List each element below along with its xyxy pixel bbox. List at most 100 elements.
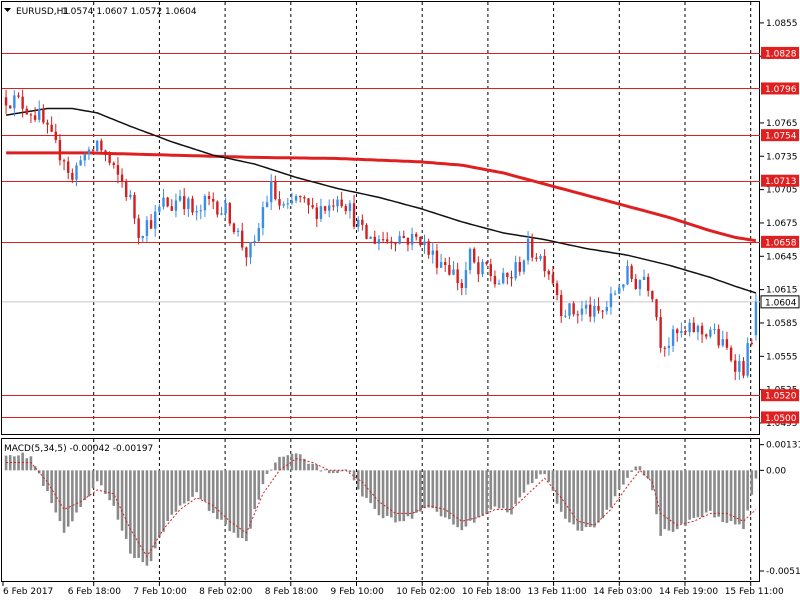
macd-histogram-bar (746, 470, 749, 511)
current-price-label: 1.0604 (765, 298, 797, 308)
candle-bear (518, 262, 521, 272)
macd-histogram-bar (493, 470, 497, 507)
candle-bear (510, 277, 513, 279)
macd-histogram-bar (294, 453, 298, 471)
macd-histogram-bar (692, 470, 696, 518)
macd-histogram-bar (290, 453, 294, 471)
symbol-label: EURUSD,H1 (16, 7, 69, 17)
macd-tick-label: 0.00 (766, 466, 786, 476)
candle-bear (216, 201, 219, 215)
macd-histogram-bar (700, 470, 704, 518)
macd-histogram-bar (348, 470, 352, 473)
candle-bear (112, 162, 115, 166)
macd-histogram-bar (593, 470, 596, 528)
level-price-label: 1.0500 (765, 414, 797, 424)
macd-histogram-bar (526, 470, 530, 485)
candle-bear (29, 114, 33, 116)
candle-bear (344, 206, 347, 212)
macd-histogram-bar (311, 463, 314, 471)
candle-bear (655, 299, 658, 318)
candle-bear (58, 140, 62, 161)
candle-bull (580, 308, 584, 315)
candle-bear (560, 294, 563, 317)
macd-histogram-bar (199, 470, 203, 500)
macd-histogram-bar (543, 470, 546, 475)
macd-histogram-bar (510, 470, 513, 515)
macd-histogram-bar (141, 470, 145, 563)
macd-histogram-bar (410, 470, 414, 519)
macd-histogram-bar (240, 470, 244, 539)
macd-histogram-bar (278, 456, 281, 471)
candle-bull (626, 265, 629, 285)
candle-bull (593, 306, 596, 317)
macd-histogram-bar (66, 470, 70, 527)
macd-histogram-bar (646, 470, 650, 479)
candle-bull (290, 200, 294, 204)
candle-bear (493, 275, 497, 285)
candle-bull (680, 330, 683, 334)
macd-histogram-bar (203, 470, 207, 502)
candle-bear (415, 233, 418, 237)
macd-histogram-bar (323, 469, 327, 471)
candle-bull (377, 239, 381, 244)
macd-histogram-bar (25, 458, 29, 471)
candle-bull (464, 270, 468, 289)
time-tick-label: 8 Feb 02:00 (199, 587, 253, 597)
macd-histogram-bar (187, 470, 190, 502)
macd-histogram-bar (651, 470, 654, 491)
price-tick-label: 1.0585 (766, 319, 798, 329)
macd-histogram-bar (564, 470, 567, 519)
level-price-label: 1.0658 (765, 238, 797, 248)
macd-histogram-bar (298, 454, 302, 471)
candle-bull (609, 293, 613, 308)
macd-histogram-bar (116, 470, 120, 520)
candle-bear (62, 160, 66, 162)
candle-bear (170, 206, 173, 211)
macd-histogram-bar (456, 470, 459, 528)
macd-histogram-bar (597, 470, 600, 523)
macd-tick-label: 0.00131 (766, 441, 800, 451)
candle-bull (539, 255, 542, 259)
candle-bear (506, 272, 509, 278)
candle-bull (423, 241, 426, 246)
candle-bear (228, 203, 231, 224)
candle-bear (71, 172, 74, 180)
candle-bear (381, 239, 385, 241)
candle-bull (357, 219, 360, 227)
macd-histogram-bar (671, 470, 675, 532)
macd-histogram-bar (195, 470, 198, 493)
candle-bear (601, 310, 604, 312)
macd-histogram-bar (460, 470, 464, 531)
macd-histogram-bar (54, 470, 58, 513)
candle-bear (390, 241, 393, 244)
macd-histogram-bar (551, 470, 555, 492)
macd-histogram-bar (207, 470, 211, 511)
macd-histogram-bar (468, 470, 472, 521)
candle-bear (307, 198, 310, 206)
candle-bear (386, 239, 389, 242)
candle-bear (17, 95, 20, 97)
candle-bear (241, 230, 244, 248)
macd-histogram-bar (568, 470, 571, 523)
macd-histogram-bar (406, 470, 410, 517)
macd-label: MACD(5,34,5) -0.00042 -0.00197 (4, 444, 153, 454)
candle-bear (692, 322, 695, 333)
candle-bear (42, 108, 45, 123)
candle-bear (125, 181, 128, 198)
chart-header: EURUSD,H1 1.0574 1.0607 1.0572 1.0604 MA… (4, 7, 197, 454)
level-price-badge (761, 235, 799, 248)
time-tick-label: 10 Feb 02:00 (396, 587, 455, 597)
candle-bear (54, 131, 57, 141)
macd-histogram-bar (642, 470, 646, 476)
macd-histogram-bar (609, 470, 613, 508)
macd-histogram-bar (506, 470, 509, 513)
triangle-down-icon[interactable] (4, 8, 11, 12)
macd-histogram-bar (100, 470, 103, 486)
candle-bear (323, 206, 327, 211)
macd-histogram-bar (721, 470, 725, 523)
candle-bear (137, 218, 140, 238)
candle-bull (199, 210, 202, 212)
candle-bull (224, 203, 227, 214)
